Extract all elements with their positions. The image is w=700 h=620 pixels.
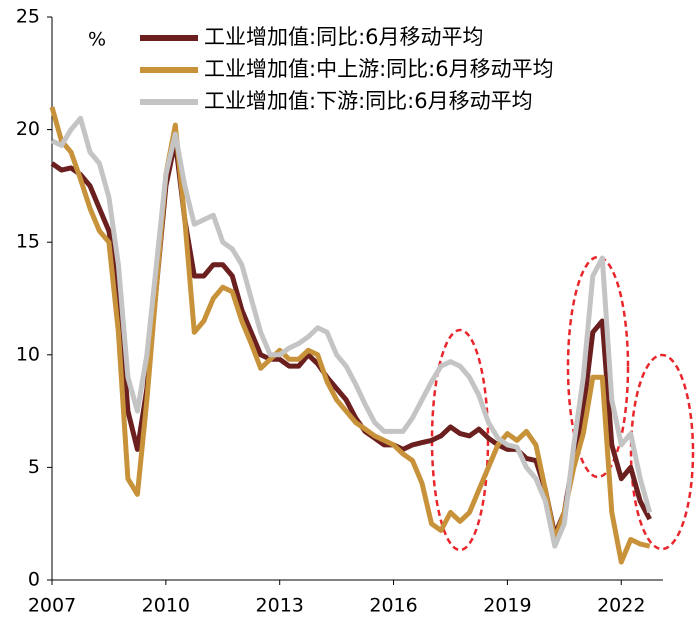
y-tick-label: 10 bbox=[16, 343, 40, 365]
y-unit-label: % bbox=[88, 29, 106, 51]
highlight-ellipse bbox=[566, 255, 630, 479]
x-tick-label: 2007 bbox=[28, 595, 76, 617]
x-tick-label: 2013 bbox=[256, 595, 304, 617]
y-tick-label: 20 bbox=[16, 118, 40, 140]
legend-label: 工业增加值:同比:6月移动平均 bbox=[204, 25, 484, 49]
y-tick-label: 0 bbox=[28, 569, 40, 591]
series-line bbox=[50, 115, 653, 549]
x-tick-label: 2016 bbox=[369, 595, 417, 617]
series-line bbox=[49, 106, 651, 565]
x-tick-label: 2019 bbox=[483, 595, 531, 617]
y-tick-label: 5 bbox=[28, 456, 40, 478]
y-tick-label: 15 bbox=[16, 231, 40, 253]
legend-label: 工业增加值:下游:同比:6月移动平均 bbox=[204, 89, 533, 113]
legend-label: 工业增加值:中上游:同比:6月移动平均 bbox=[204, 57, 554, 81]
y-tick-label: 25 bbox=[16, 6, 40, 28]
highlight-ellipse bbox=[430, 328, 490, 552]
x-tick-label: 2010 bbox=[142, 595, 190, 617]
x-tick-label: 2022 bbox=[597, 595, 645, 617]
highlight-ellipse bbox=[629, 353, 695, 551]
